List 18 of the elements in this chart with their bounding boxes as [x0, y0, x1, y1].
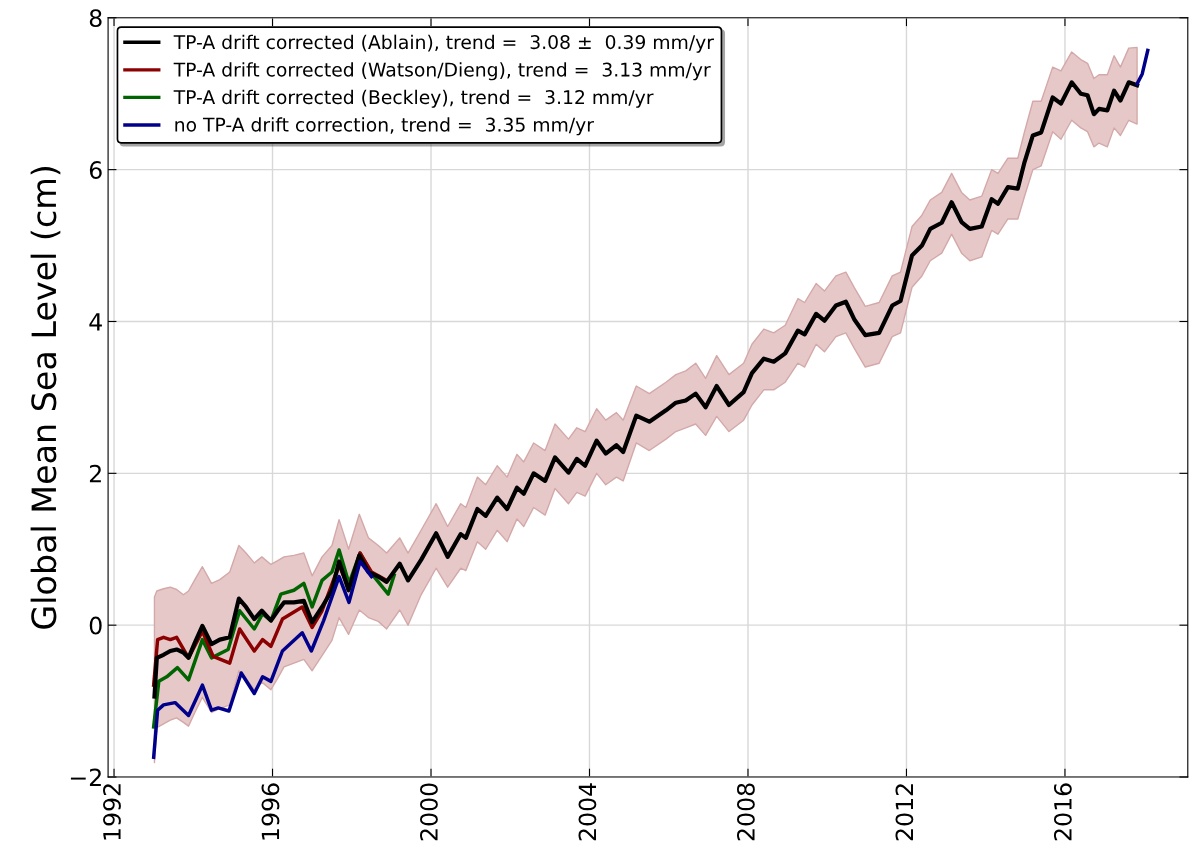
- legend-label: TP-A drift corrected (Beckley), trend = 3.12 mm/yr: [173, 89, 654, 108]
- x-tick-label: 2004: [578, 783, 597, 841]
- x-tick-label: 2016: [1053, 783, 1072, 841]
- y-tick-label: 4: [89, 313, 102, 331]
- x-tick-label: 2012: [895, 784, 914, 841]
- y-tick-label: 8: [89, 9, 102, 28]
- y-tick-label: 2: [89, 464, 101, 483]
- y-axis-title: Global Mean Sea Level (cm): [30, 167, 61, 629]
- x-tick-label: 2000: [420, 783, 438, 841]
- y-tick-label: −2: [70, 768, 101, 786]
- y-tick-label: 0: [89, 616, 102, 635]
- x-tick-label: 1992: [103, 784, 121, 840]
- legend-label: TP-A drift corrected (Ablain), trend = 3.08 ± 0.39 mm/yr: [173, 34, 714, 53]
- legend-label: no TP-A drift correction, trend = 3.35 mm/yr: [175, 117, 594, 136]
- x-tick-label: 2008: [736, 783, 755, 841]
- y-tick-label: 6: [89, 161, 102, 179]
- x-tick-label: 1996: [261, 783, 280, 840]
- legend-label: TP-A drift corrected (Watson/Dieng), trend = 3.13 mm/yr: [173, 62, 711, 81]
